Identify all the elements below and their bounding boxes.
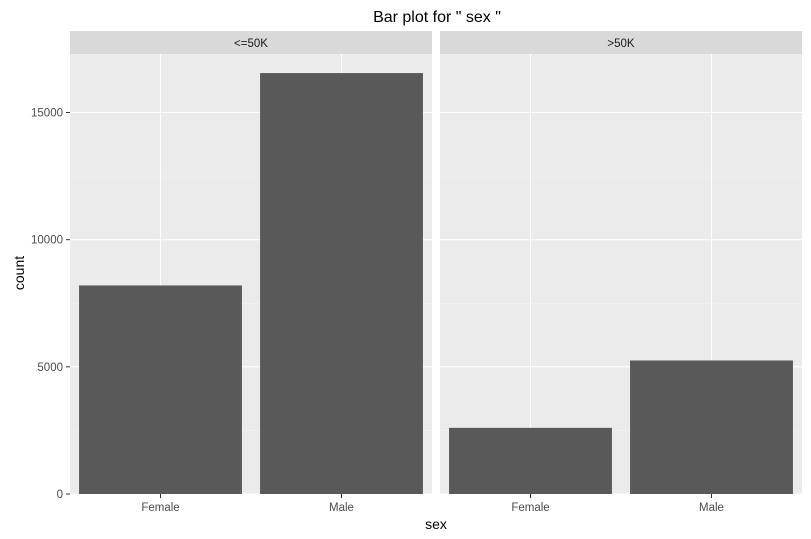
x-axis: Female Male Female Male	[141, 494, 724, 514]
facet-panel: <=50K	[70, 31, 432, 495]
bar	[260, 73, 423, 495]
facet-panels: <=50K >50K	[70, 31, 802, 495]
facet-strip-label: >50K	[607, 38, 635, 50]
bar	[79, 285, 242, 494]
bar	[630, 360, 793, 494]
facet-strip-label: <=50K	[234, 38, 268, 50]
facet-panel: >50K	[440, 31, 802, 495]
y-tick-label: 15000	[31, 107, 63, 119]
facet-strip	[440, 31, 802, 54]
chart-title: Bar plot for " sex "	[373, 9, 501, 26]
y-tick-label: 5000	[37, 362, 63, 374]
y-tick-label: 0	[57, 489, 63, 501]
y-axis-title: count	[11, 256, 27, 290]
bar	[449, 427, 612, 494]
x-tick-label: Male	[329, 502, 354, 514]
y-tick-label: 10000	[31, 235, 63, 247]
y-axis: 0 5000 10000 15000	[31, 107, 70, 501]
x-tick-label: Male	[699, 502, 724, 514]
facet-strip	[70, 31, 432, 54]
x-axis-title: sex	[425, 516, 447, 532]
x-tick-label: Female	[511, 502, 549, 514]
x-tick-label: Female	[141, 502, 179, 514]
